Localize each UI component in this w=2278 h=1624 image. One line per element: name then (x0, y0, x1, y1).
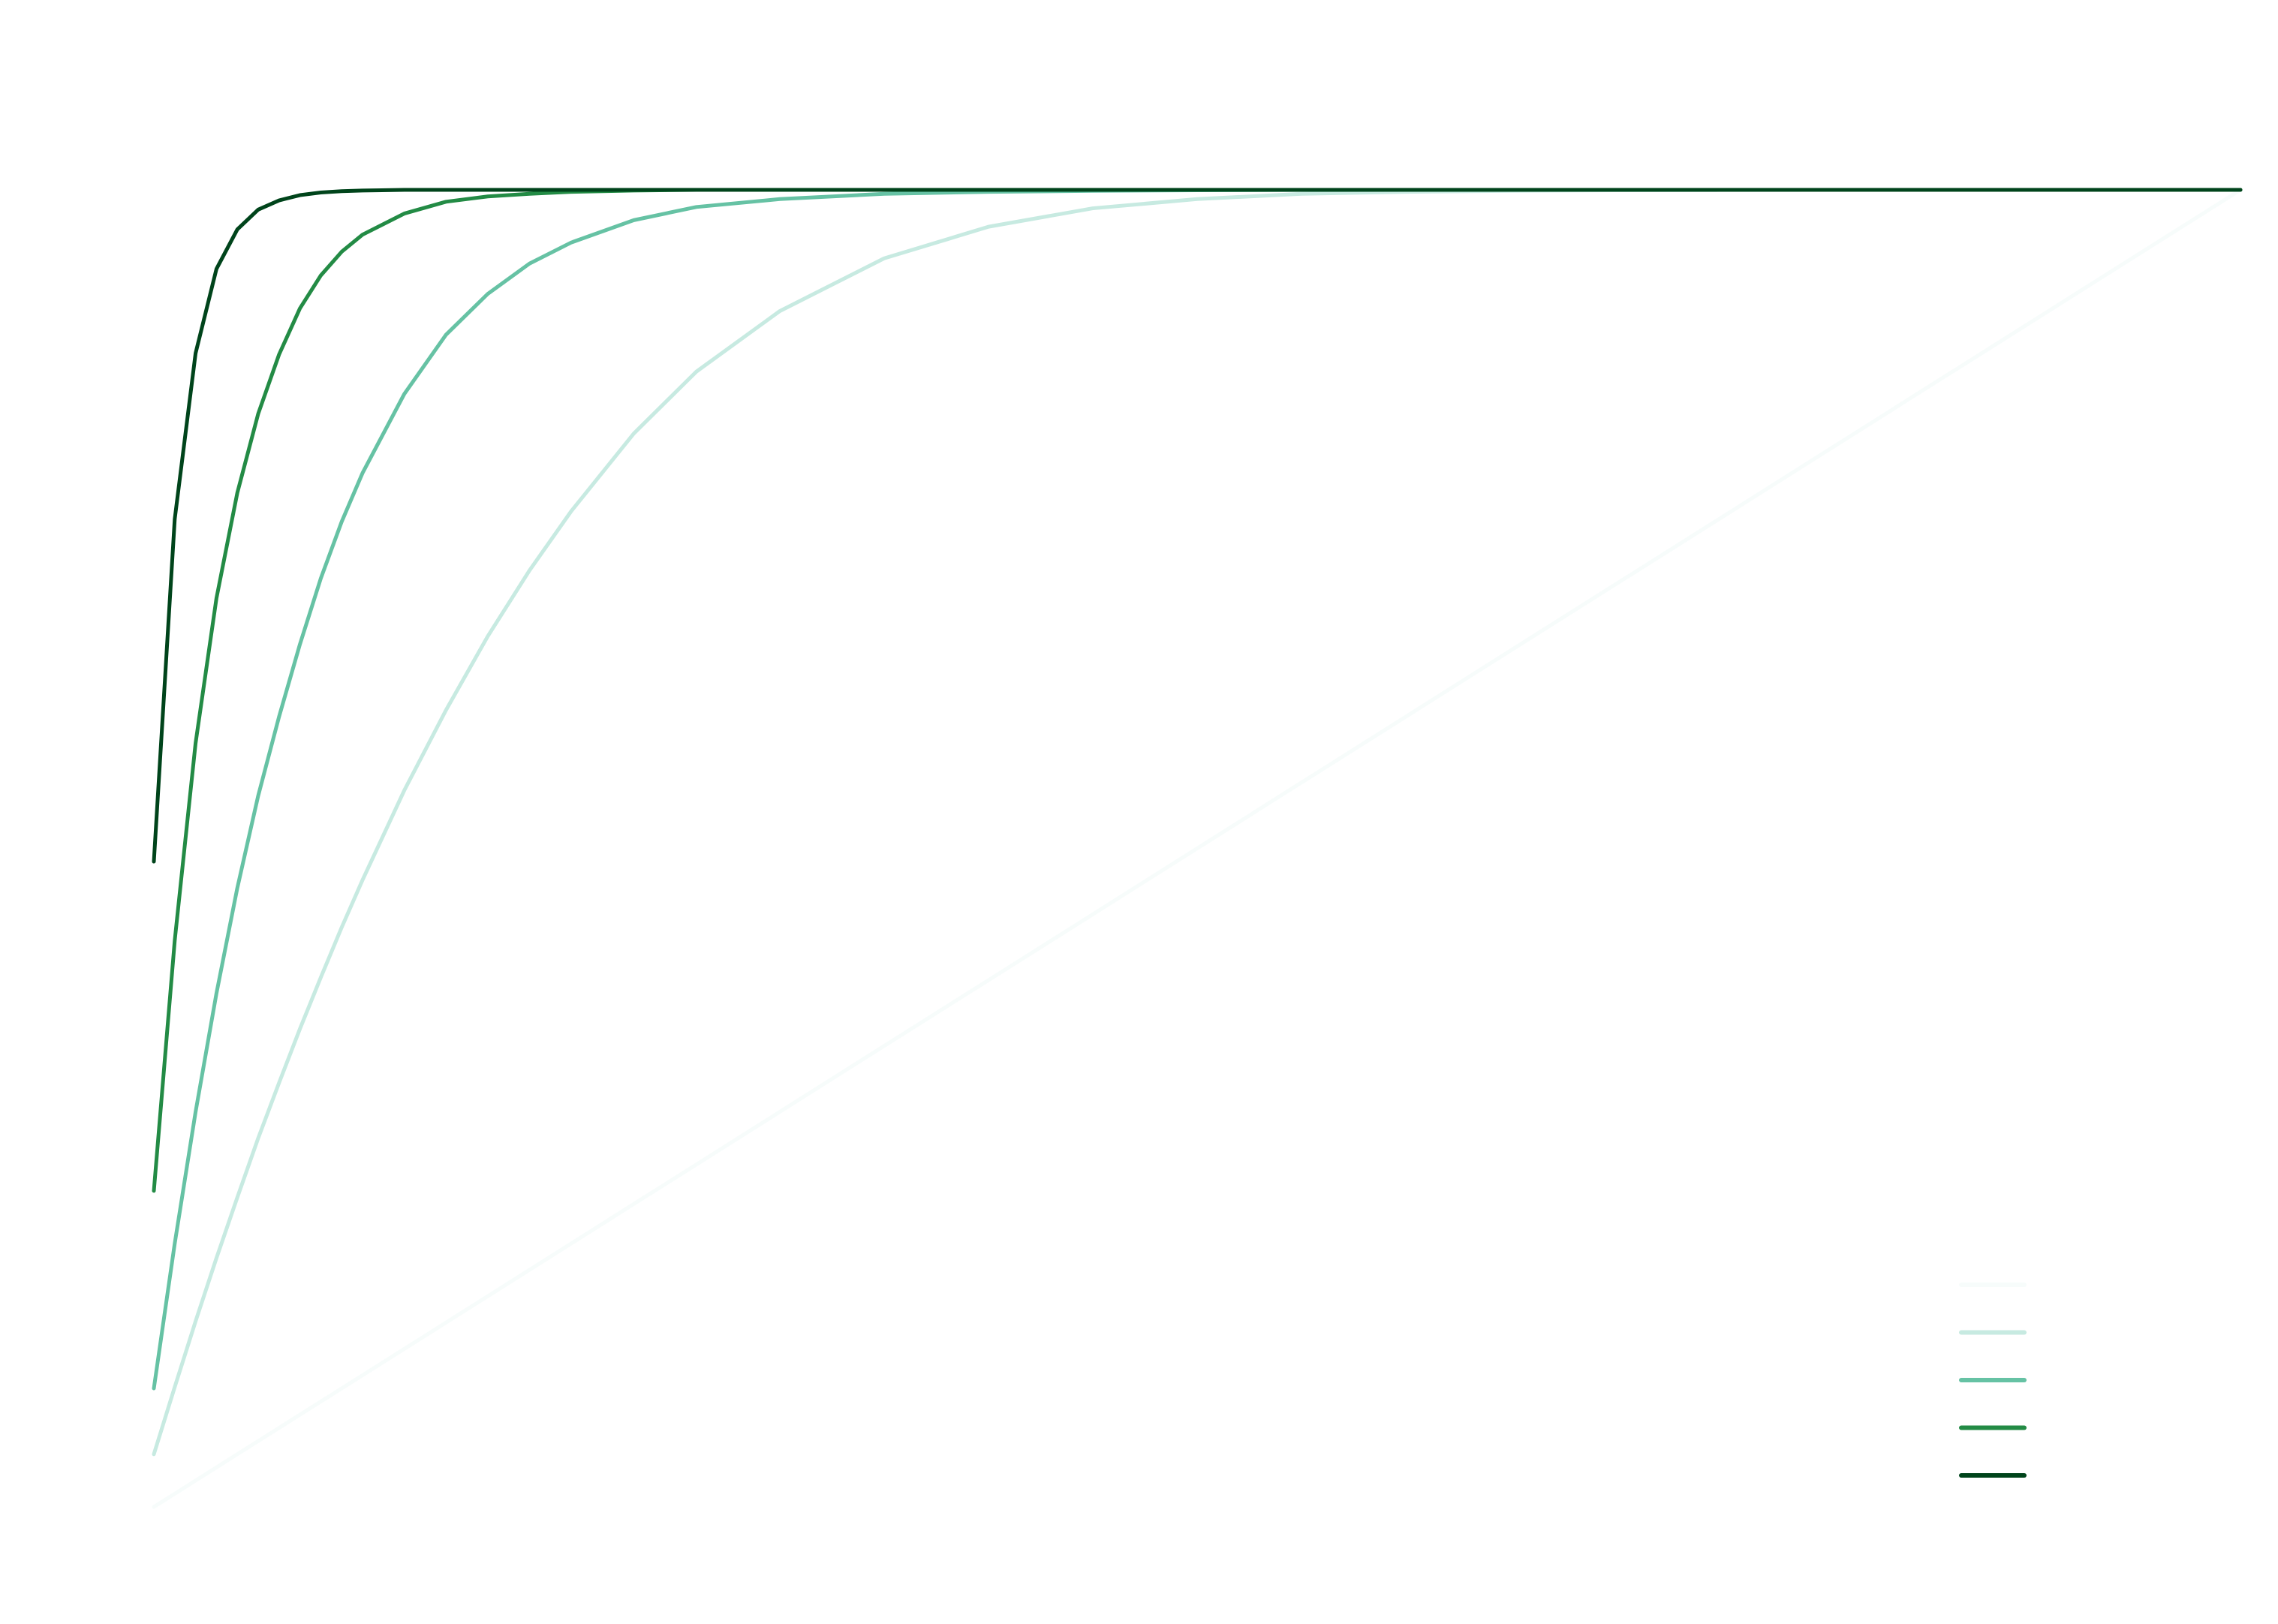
series-line-1 (152, 188, 2243, 1509)
series-line-4 (152, 188, 2243, 1193)
legend (1959, 1283, 2027, 1478)
series-line-2 (152, 188, 2243, 1457)
series-layer (152, 188, 2243, 1509)
series-line-5 (152, 188, 2243, 864)
series-line-3 (152, 188, 2243, 1391)
